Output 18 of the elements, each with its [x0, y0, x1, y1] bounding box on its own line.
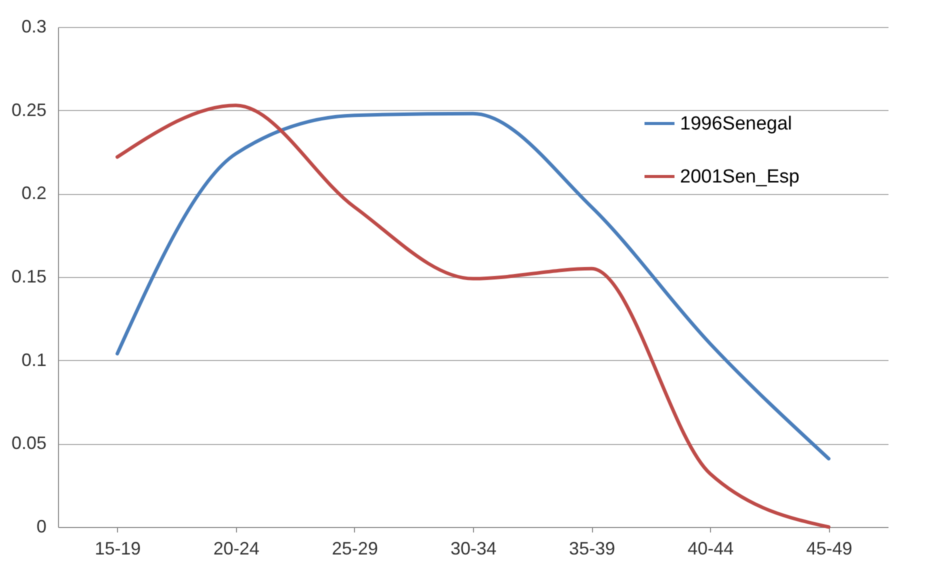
x-tick-label: 35-39 — [569, 538, 616, 558]
y-tick-label: 0.05 — [11, 433, 46, 454]
y-tick-label: 0.3 — [21, 16, 46, 36]
legend-label: 2001Sen_Esp — [680, 166, 800, 188]
y-tick-label: 0 — [36, 516, 46, 536]
y-tick-label: 0.2 — [21, 183, 46, 204]
y-tick-label: 0.1 — [21, 350, 46, 370]
line-series — [116, 104, 830, 529]
y-tick-label: 0.25 — [11, 100, 46, 120]
x-tick-label: 25-29 — [332, 538, 378, 558]
x-tick-label: 15-19 — [94, 538, 141, 558]
line-series — [116, 112, 830, 460]
y-tick-label: 0.15 — [11, 266, 46, 286]
x-tick-label: 45-49 — [806, 538, 852, 558]
x-tick-label: 40-44 — [688, 538, 734, 558]
x-tick-label: 30-34 — [450, 538, 497, 558]
legend-label: 1996Senegal — [680, 114, 792, 134]
x-tick-label: 20-24 — [213, 538, 260, 558]
